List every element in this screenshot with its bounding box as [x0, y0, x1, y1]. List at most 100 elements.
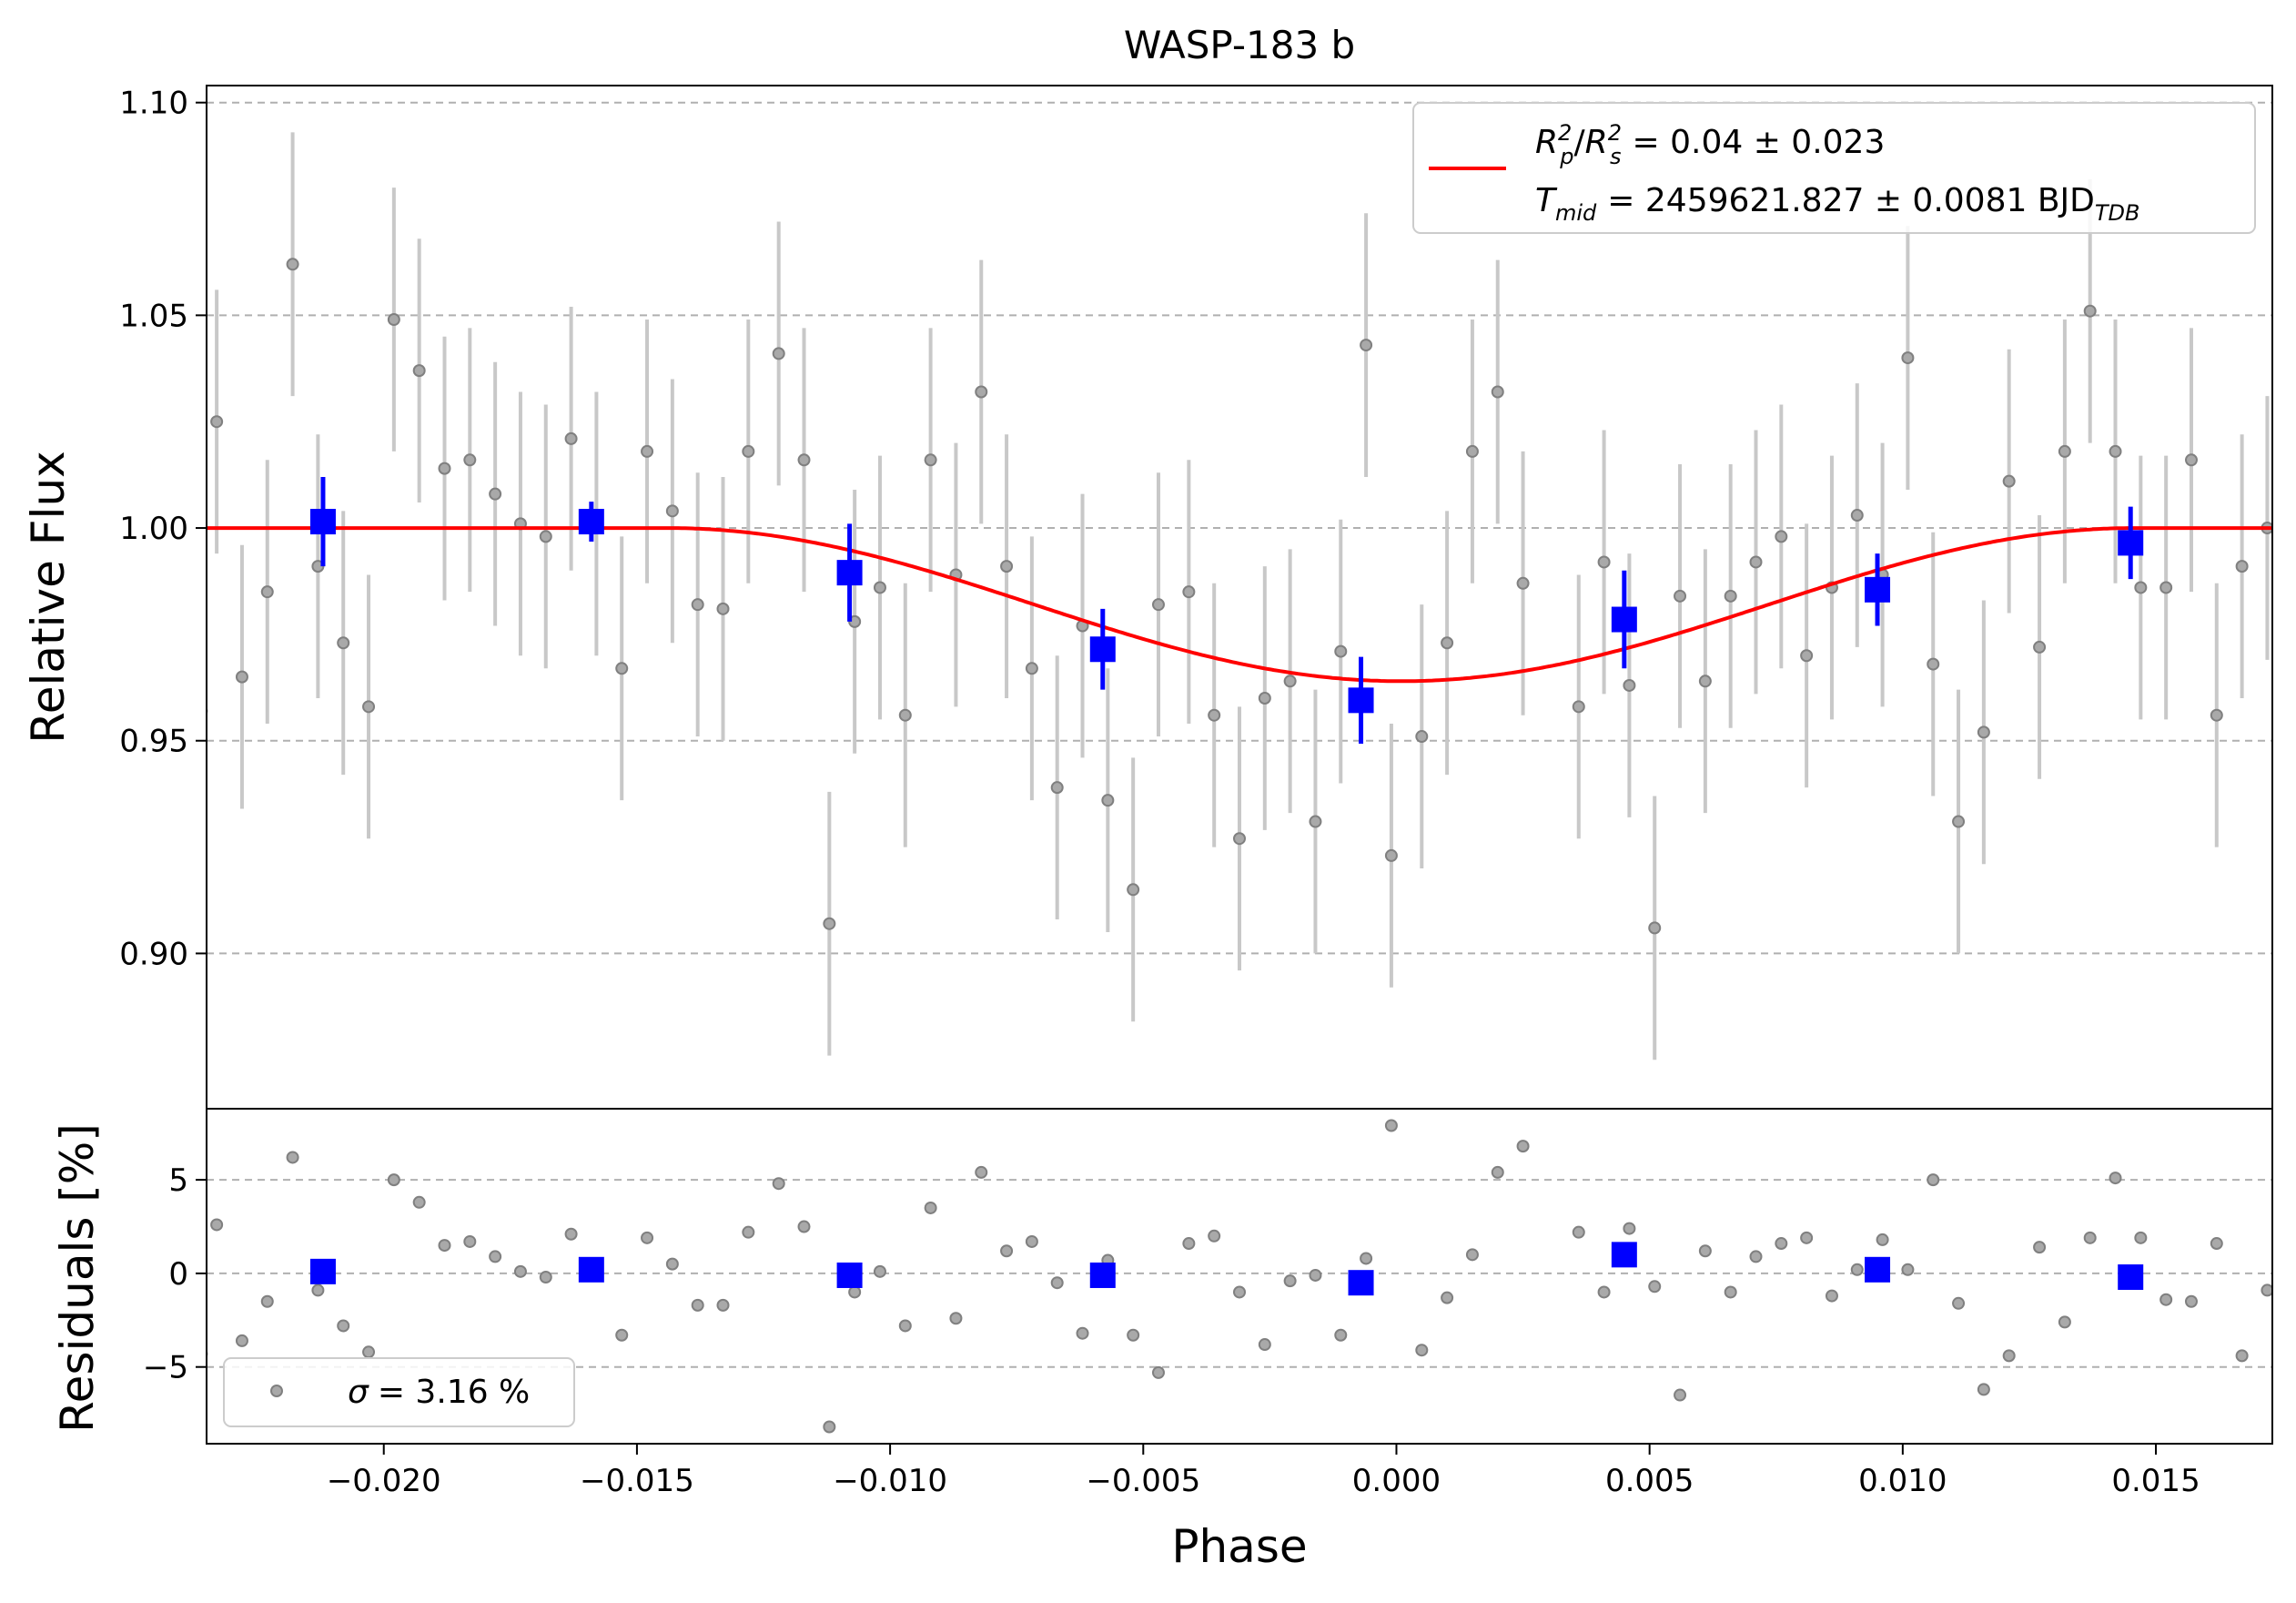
raw-point — [362, 700, 376, 714]
residual-point — [2109, 1172, 2122, 1185]
flux-y-tick-label: 0.95 — [119, 724, 188, 760]
residuals-y-tick-label: −5 — [143, 1350, 188, 1386]
raw-point — [2002, 474, 2016, 488]
residual-point — [873, 1264, 886, 1278]
raw-point — [975, 385, 988, 399]
raw-point — [1334, 644, 1348, 658]
raw-point — [1101, 794, 1115, 807]
raw-point — [210, 415, 224, 429]
residual-point — [1465, 1248, 1479, 1262]
residual-point — [1050, 1276, 1064, 1290]
raw-point — [489, 487, 502, 501]
raw-point — [615, 662, 629, 675]
binned-residual-point — [1089, 1262, 1116, 1288]
residual-point — [2235, 1349, 2249, 1363]
raw-point — [1800, 649, 1814, 663]
raw-point — [1127, 883, 1140, 897]
raw-point — [438, 462, 451, 475]
raw-point — [1648, 921, 1662, 935]
x-tick-label: −0.005 — [1086, 1463, 1200, 1499]
residuals-y-tick-label: 0 — [168, 1256, 188, 1293]
residuals-axes-frame — [206, 1108, 2273, 1445]
residual-point — [1283, 1274, 1297, 1288]
residual-point — [1233, 1285, 1246, 1299]
flux-y-tick-label: 0.90 — [119, 936, 188, 972]
raw-point — [1572, 700, 1585, 714]
residual-point — [772, 1177, 785, 1191]
raw-point — [1415, 730, 1429, 744]
binned-point — [836, 560, 863, 586]
residual-point — [2083, 1231, 2097, 1244]
raw-point — [1360, 339, 1373, 352]
binned-point — [309, 509, 336, 535]
x-tick-label: 0.005 — [1605, 1463, 1694, 1499]
residual-point — [1876, 1233, 1889, 1246]
residual-point — [949, 1312, 963, 1325]
raw-point — [1151, 598, 1165, 612]
raw-point — [772, 347, 785, 360]
residual-point — [260, 1294, 274, 1308]
residual-point — [1775, 1237, 1788, 1251]
residual-point — [489, 1250, 502, 1263]
residual-point — [2134, 1231, 2148, 1244]
residual-point — [210, 1218, 224, 1232]
raw-point — [1258, 691, 1271, 705]
binned-residual-point — [836, 1262, 863, 1288]
raw-point — [2235, 560, 2249, 573]
flux-panel: 0.90 0.95 1.00 1.05 1.10 Relative Flux R2 p/R… — [22, 85, 2273, 1110]
residual-point — [691, 1298, 704, 1312]
raw-point — [235, 670, 248, 684]
raw-point — [1901, 351, 1915, 365]
residual-point — [2210, 1237, 2223, 1251]
raw-point — [2058, 444, 2071, 458]
residuals-legend: σ = 3.16 % — [223, 1357, 575, 1427]
residual-point — [1800, 1231, 1814, 1244]
residual-point — [463, 1234, 477, 1248]
raw-point — [716, 602, 730, 615]
residual-point — [2184, 1294, 2198, 1308]
raw-point — [1233, 832, 1246, 846]
residual-point — [286, 1151, 299, 1164]
residual-point — [1572, 1225, 1585, 1239]
residual-point — [1927, 1173, 1940, 1187]
binned-point — [1865, 576, 1891, 603]
residual-point — [1182, 1237, 1196, 1251]
binned-point — [2118, 530, 2144, 556]
raw-point — [1384, 848, 1398, 862]
residual-point — [513, 1264, 527, 1278]
raw-point — [2083, 304, 2097, 318]
binned-residual-point — [1348, 1270, 1374, 1296]
residual-point — [2159, 1293, 2173, 1306]
residual-point — [337, 1319, 350, 1333]
raw-point — [2159, 581, 2173, 594]
residual-point — [924, 1201, 937, 1214]
raw-point — [924, 453, 937, 467]
residual-point — [1674, 1388, 1687, 1402]
residual-point — [564, 1227, 578, 1241]
raw-point — [1283, 675, 1297, 688]
raw-point — [2134, 581, 2148, 594]
raw-point — [1000, 560, 1014, 573]
residual-point — [848, 1285, 862, 1299]
raw-point — [1491, 385, 1504, 399]
residual-point — [716, 1298, 730, 1312]
residual-point — [1724, 1285, 1737, 1299]
residual-point — [975, 1165, 988, 1179]
raw-point — [665, 504, 679, 518]
residual-point — [1309, 1268, 1322, 1282]
raw-point — [1850, 509, 1864, 522]
raw-point — [1952, 815, 1966, 828]
residual-point — [1384, 1119, 1398, 1132]
residuals-y-axis-label: Residuals [%] — [51, 1123, 104, 1433]
residual-point — [1151, 1365, 1165, 1379]
raw-point — [641, 444, 654, 458]
residual-point — [1415, 1344, 1429, 1357]
residual-point — [539, 1271, 552, 1284]
raw-point — [564, 431, 578, 445]
raw-point — [1025, 662, 1038, 675]
binned-residual-point — [1865, 1256, 1891, 1283]
raw-point — [873, 581, 886, 594]
raw-point — [823, 917, 836, 930]
residual-point — [1441, 1291, 1454, 1304]
binned-residual-point — [309, 1258, 336, 1284]
